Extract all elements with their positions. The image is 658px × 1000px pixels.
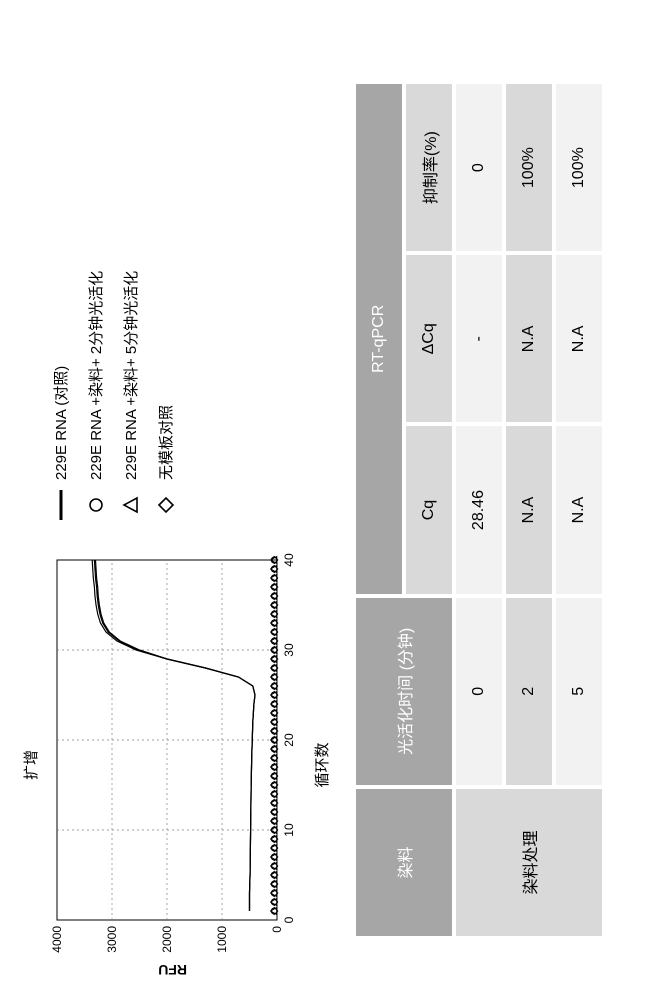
cell-inhibit: 100% — [504, 82, 554, 253]
svg-text:40: 40 — [282, 553, 296, 567]
line-icon — [52, 490, 70, 520]
legend-label: 229E RNA +染料+ 2分钟光活化 — [85, 271, 106, 480]
cell-time: 5 — [554, 596, 604, 787]
svg-text:0: 0 — [282, 916, 296, 923]
svg-text:2000: 2000 — [160, 926, 174, 953]
chart-title: 扩增 — [20, 750, 41, 780]
svg-text:30: 30 — [282, 643, 296, 657]
cell-time: 2 — [504, 596, 554, 787]
cell-cq: 28.46 — [454, 424, 504, 595]
cell-time: 0 — [454, 596, 504, 787]
top-section: 扩增 RFU 0 10 20 30 40 0 1000 2000 3000 4000 循环数 22… — [0, 0, 342, 1000]
table-header-row: 染料 光活化时间 (分钟) RT-qPCR — [354, 82, 404, 938]
legend-label: 229E RNA (对照) — [50, 366, 71, 480]
cell-cq: N.A — [504, 424, 554, 595]
subheader-inhibit: 抑制率(%) — [404, 82, 454, 253]
svg-text:20: 20 — [282, 733, 296, 747]
x-axis-label: 循环数 — [311, 743, 332, 788]
header-dye: 染料 — [354, 787, 454, 938]
subheader-dcq: ΔCq — [404, 253, 454, 424]
legend-label: 229E RNA +染料+ 5分钟光活化 — [120, 271, 141, 480]
legend-item-5min: 229E RNA +染料+ 5分钟光活化 — [120, 271, 141, 520]
legend: 229E RNA (对照) 229E RNA +染料+ 2分钟光活化 229E … — [50, 271, 176, 520]
legend-label: 无模板对照 — [155, 405, 176, 480]
rowhead-dye: 染料处理 — [454, 787, 604, 938]
legend-item-control: 229E RNA (对照) — [50, 271, 71, 520]
cell-dcq: - — [454, 253, 504, 424]
svg-text:4000: 4000 — [50, 926, 64, 953]
legend-item-ntc: 无模板对照 — [155, 271, 176, 520]
svg-text:0: 0 — [270, 926, 284, 933]
amplification-chart: 0 10 20 30 40 0 1000 2000 3000 4000 — [47, 550, 307, 970]
cell-dcq: N.A — [504, 253, 554, 424]
table-row: 染料处理 0 28.46 - 0 — [454, 82, 504, 938]
cell-dcq: N.A — [554, 253, 604, 424]
legend-item-2min: 229E RNA +染料+ 2分钟光活化 — [85, 271, 106, 520]
results-table: 染料 光活化时间 (分钟) RT-qPCR Cq ΔCq 抑制率(%) 染料处理… — [352, 80, 606, 940]
cell-inhibit: 0 — [454, 82, 504, 253]
cell-inhibit: 100% — [554, 82, 604, 253]
table-wrapper: 染料 光活化时间 (分钟) RT-qPCR Cq ΔCq 抑制率(%) 染料处理… — [342, 0, 626, 1000]
chart-wrapper: 扩增 RFU 0 10 20 30 40 0 1000 2000 3000 4000 循环数 — [20, 550, 332, 980]
svg-text:1000: 1000 — [215, 926, 229, 953]
svg-text:3000: 3000 — [105, 926, 119, 953]
svg-text:10: 10 — [282, 823, 296, 837]
header-time: 光活化时间 (分钟) — [354, 596, 454, 787]
subheader-cq: Cq — [404, 424, 454, 595]
circle-icon — [87, 490, 105, 520]
header-group: RT-qPCR — [354, 82, 404, 596]
diamond-icon — [157, 490, 175, 520]
triangle-icon — [122, 490, 140, 520]
cell-cq: N.A — [554, 424, 604, 595]
y-axis-label: RFU — [167, 962, 187, 978]
